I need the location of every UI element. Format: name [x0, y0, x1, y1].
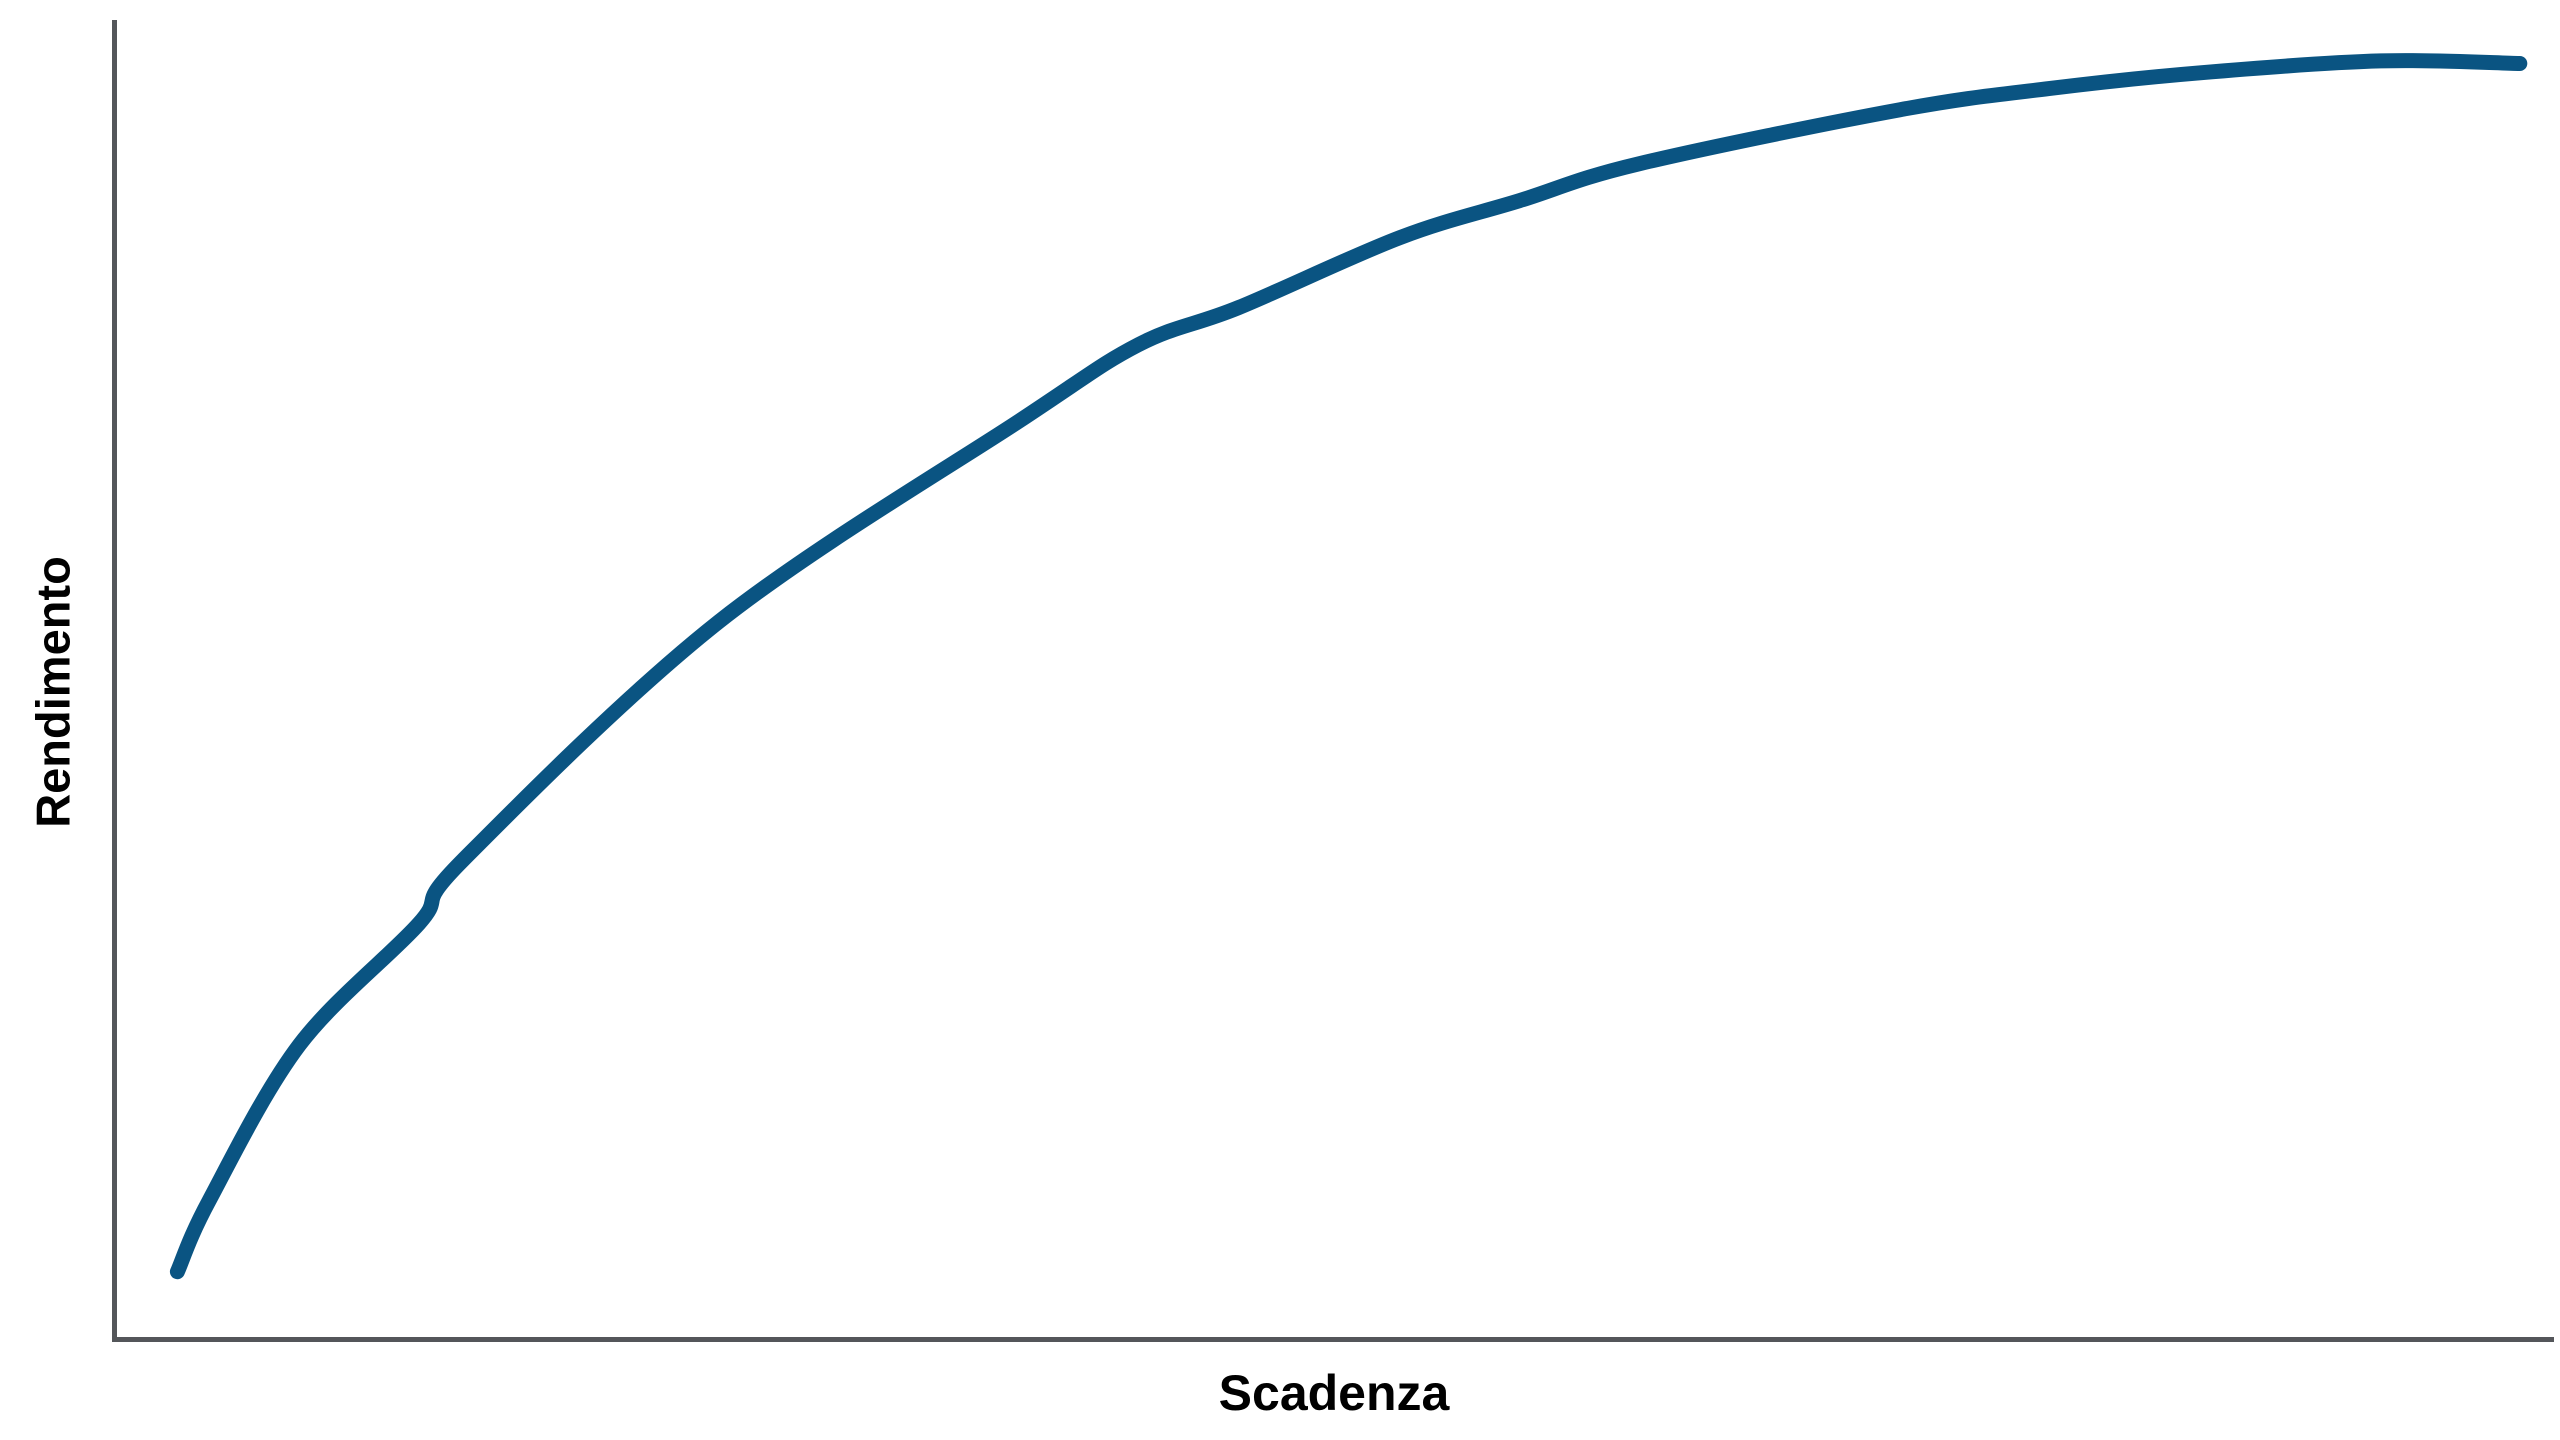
yield-curve-line [169, 53, 2528, 1280]
y-axis-label: Rendimento [26, 556, 80, 828]
x-axis-label: Scadenza [1218, 1365, 1450, 1421]
